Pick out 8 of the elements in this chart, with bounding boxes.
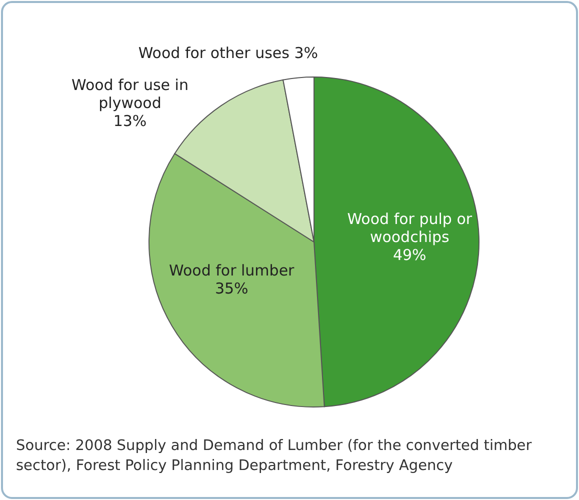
data-label: 35% bbox=[214, 280, 248, 298]
slice-label: Wood for lumber bbox=[169, 262, 296, 280]
slice-label: Wood for other uses 3% bbox=[138, 44, 318, 62]
slice-label: Wood for use in plywood bbox=[72, 76, 188, 112]
source-note: Source: 2008 Supply and Demand of Lumber (for the converted timber sector), Forest Policy Planning Department, Forestry Agency bbox=[16, 438, 532, 474]
data-label: 13% bbox=[113, 112, 147, 130]
data-label: 49% bbox=[392, 246, 426, 264]
slice-label: Wood for pulp or woodchips bbox=[347, 210, 473, 246]
